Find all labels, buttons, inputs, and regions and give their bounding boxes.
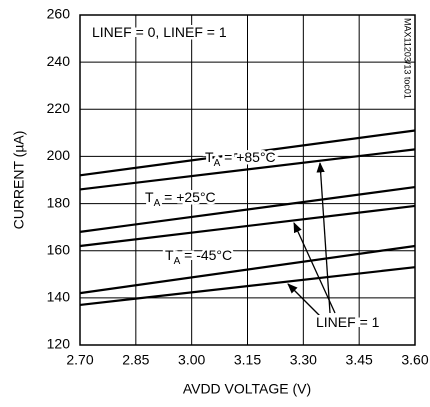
y-axis-title: CURRENT (µA) (11, 131, 27, 230)
series-line (79, 204, 416, 248)
annotations: LINEF = 0, LINEF = 1TA = +85°CTA = +25°C… (90, 21, 383, 332)
y-tick-label: 180 (47, 194, 71, 210)
annotation-text: LINEF = 1 (316, 314, 380, 330)
series-line (79, 244, 416, 295)
arrow (287, 283, 321, 317)
x-tick-label: 3.00 (178, 352, 205, 368)
x-tick-label: 2.85 (122, 352, 149, 368)
annotation: LINEF = 1 (316, 314, 380, 330)
annotation-text: = +25°C (160, 189, 215, 205)
x-tick-label: 3.15 (234, 352, 261, 368)
grid (79, 14, 416, 346)
annotation-text: = +85°C (220, 149, 275, 165)
arrows (287, 161, 336, 317)
y-tick-label: 260 (47, 6, 71, 22)
lines (79, 129, 416, 307)
annotation: LINEF = 0, LINEF = 1 (92, 24, 227, 40)
y-tick-label: 140 (47, 289, 71, 305)
y-tick-label: 200 (47, 147, 71, 163)
annotation-text: T (145, 189, 154, 205)
annotation-text: T (205, 149, 214, 165)
x-tick-label: 3.30 (290, 352, 317, 368)
plot-frame (79, 14, 416, 346)
annotation-sub: A (174, 256, 181, 267)
y-tick-label: 240 (47, 53, 71, 69)
annotation-text: T (165, 247, 174, 263)
annotation-text: LINEF = 0, LINEF = 1 (92, 24, 227, 40)
series-line (79, 266, 416, 307)
annotation-sub: A (214, 158, 221, 169)
x-tick-label: 3.60 (401, 352, 428, 368)
annotation-sub: A (154, 198, 161, 209)
annotation-text: = -45°C (180, 247, 232, 263)
annotation: TA = +85°C (205, 149, 276, 169)
side-note: MAX11203/13 toc01 (403, 18, 413, 99)
series-line (79, 129, 416, 177)
arrow (293, 222, 336, 314)
annotation: TA = -45°C (165, 247, 232, 267)
x-tick-label: 2.70 (66, 352, 93, 368)
y-tick-label: 120 (47, 336, 71, 352)
x-axis-title: AVDD VOLTAGE (V) (183, 381, 311, 397)
arrow (316, 161, 331, 314)
y-tick-label: 160 (47, 241, 71, 257)
series-line (79, 185, 416, 233)
y-tick-label: 220 (47, 100, 71, 116)
series-line (79, 148, 416, 191)
x-tick-label: 3.45 (346, 352, 373, 368)
annotation: TA = +25°C (145, 189, 216, 209)
